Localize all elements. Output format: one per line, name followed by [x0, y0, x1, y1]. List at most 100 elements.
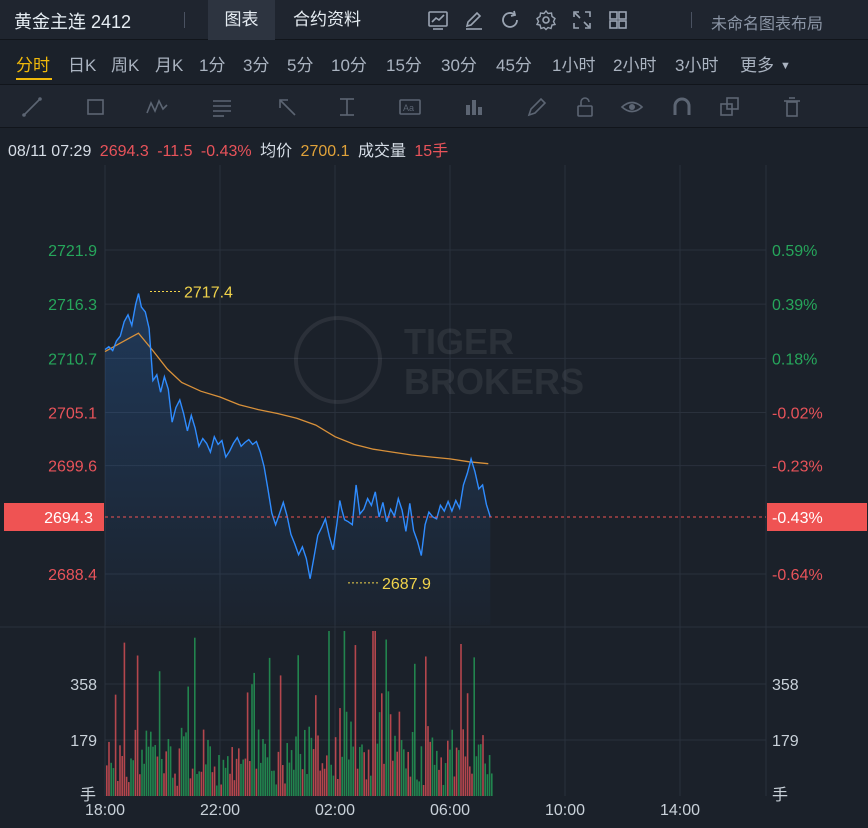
volume-bar: [453, 776, 456, 796]
copy-icon[interactable]: [718, 95, 742, 119]
interval-45min[interactable]: 45分: [496, 56, 532, 75]
layout-name-label: 未命名图表布局: [711, 16, 824, 33]
volume-bar: [163, 773, 165, 796]
volume-bar: [295, 736, 297, 796]
trash-icon[interactable]: [780, 95, 804, 119]
volume-bar: [220, 784, 222, 796]
volume-bar: [301, 769, 304, 796]
volume-bar: [128, 782, 130, 796]
volume-bar: [400, 740, 403, 796]
volume-bar: [370, 775, 372, 796]
interval-more[interactable]: 更多 ▼: [740, 51, 791, 76]
interval-5min[interactable]: 5分: [287, 56, 314, 75]
interval-week[interactable]: 周K: [111, 56, 140, 75]
indicator-icon[interactable]: [420, 6, 456, 34]
volume-bar: [143, 763, 145, 796]
toolbar-icons: [420, 6, 636, 34]
volume-bar: [180, 727, 183, 796]
volume-bar: [473, 657, 475, 796]
x-tick: 10:00: [545, 802, 585, 819]
volume-bar: [491, 773, 493, 796]
volume-bar: [469, 766, 471, 796]
y-tick-right: -0.23%: [772, 459, 823, 476]
settings-icon[interactable]: [528, 6, 564, 34]
interval-intraday[interactable]: 分时: [16, 56, 50, 75]
volume-bar: [389, 714, 392, 796]
magnet-icon[interactable]: [670, 95, 694, 119]
avg-price-label: 均价: [260, 143, 293, 160]
interval-1hour[interactable]: 1小时: [552, 56, 596, 75]
volume-bar: [207, 739, 209, 796]
current-price-text: 2694.3: [44, 510, 93, 527]
brush-icon[interactable]: [525, 95, 549, 119]
volume-bar: [123, 642, 126, 796]
volume-bar: [396, 751, 398, 796]
volume-bar: [414, 663, 416, 796]
volume-bar: [409, 776, 412, 796]
edit-icon[interactable]: [456, 6, 492, 34]
volume-bar: [233, 780, 236, 796]
divider: [691, 12, 692, 28]
label-tool-icon[interactable]: Aa: [398, 95, 422, 119]
grid-layout-icon[interactable]: [600, 6, 636, 34]
divider: [184, 12, 185, 28]
interval-month[interactable]: 月K: [155, 56, 184, 75]
y-tick-left: 2705.1: [48, 405, 97, 422]
interval-30min[interactable]: 30分: [441, 56, 477, 75]
volume-bar: [363, 752, 365, 796]
interval-2hour[interactable]: 2小时: [613, 56, 657, 75]
text-tool-icon[interactable]: [210, 95, 234, 119]
interval-10min[interactable]: 10分: [331, 56, 367, 75]
layout-dropdown[interactable]: 未命名图表布局: [711, 10, 823, 34]
tab-chart[interactable]: 图表: [208, 0, 275, 40]
volume-bar: [403, 749, 405, 796]
interval-day[interactable]: 日K: [68, 56, 97, 75]
y-tick-left: 2716.3: [48, 297, 97, 314]
pattern-tool-icon[interactable]: [145, 95, 169, 119]
quote-info-line: 08/11 07:29 2694.3 -11.5 -0.43% 均价 2700.…: [8, 137, 452, 161]
volume-bar: [176, 785, 178, 796]
measure-tool-icon[interactable]: [335, 95, 359, 119]
bars-tool-icon[interactable]: [462, 95, 486, 119]
volume-bar: [264, 743, 266, 796]
interval-1min[interactable]: 1分: [199, 56, 226, 75]
volume-bar: [216, 785, 218, 796]
volume-bar: [108, 741, 110, 796]
volume-bar: [343, 631, 346, 796]
volume-bar: [141, 749, 143, 796]
interval-3min[interactable]: 3分: [243, 56, 270, 75]
interval-15min[interactable]: 15分: [386, 56, 422, 75]
volume-bar: [161, 758, 163, 796]
tab-contract-info[interactable]: 合约资料: [293, 10, 361, 29]
volume-bar: [158, 671, 161, 796]
volume-bar: [315, 695, 317, 796]
volume-bar: [132, 760, 134, 796]
eye-icon[interactable]: [620, 95, 644, 119]
symbol-title[interactable]: 黄金主连 2412: [14, 12, 132, 32]
volume-bar: [354, 645, 357, 796]
refresh-icon[interactable]: [492, 6, 528, 34]
volume-bar: [387, 691, 390, 796]
fullscreen-icon[interactable]: [564, 6, 600, 34]
rect-tool-icon[interactable]: [84, 95, 108, 119]
volume-bar: [293, 769, 295, 796]
volume-bar: [200, 771, 203, 796]
active-interval-underline: [16, 78, 52, 80]
volume-bar: [394, 735, 396, 796]
line-tool-icon[interactable]: [20, 95, 44, 119]
y-tick-right: 0.59%: [772, 243, 817, 260]
interval-3hour[interactable]: 3小时: [675, 56, 719, 75]
volume-bar: [211, 772, 214, 796]
volume-bar: [352, 746, 354, 796]
volume-bar: [165, 751, 167, 796]
volume-bar: [152, 746, 154, 796]
chevron-down-icon: ▼: [780, 60, 791, 72]
volume-bar: [328, 631, 330, 796]
volume-bar: [339, 708, 341, 796]
lock-icon[interactable]: [573, 95, 597, 119]
volume-bar: [154, 745, 156, 796]
volume-bar: [187, 686, 189, 796]
volume-bar: [449, 749, 451, 796]
arrow-tool-icon[interactable]: [275, 95, 299, 119]
